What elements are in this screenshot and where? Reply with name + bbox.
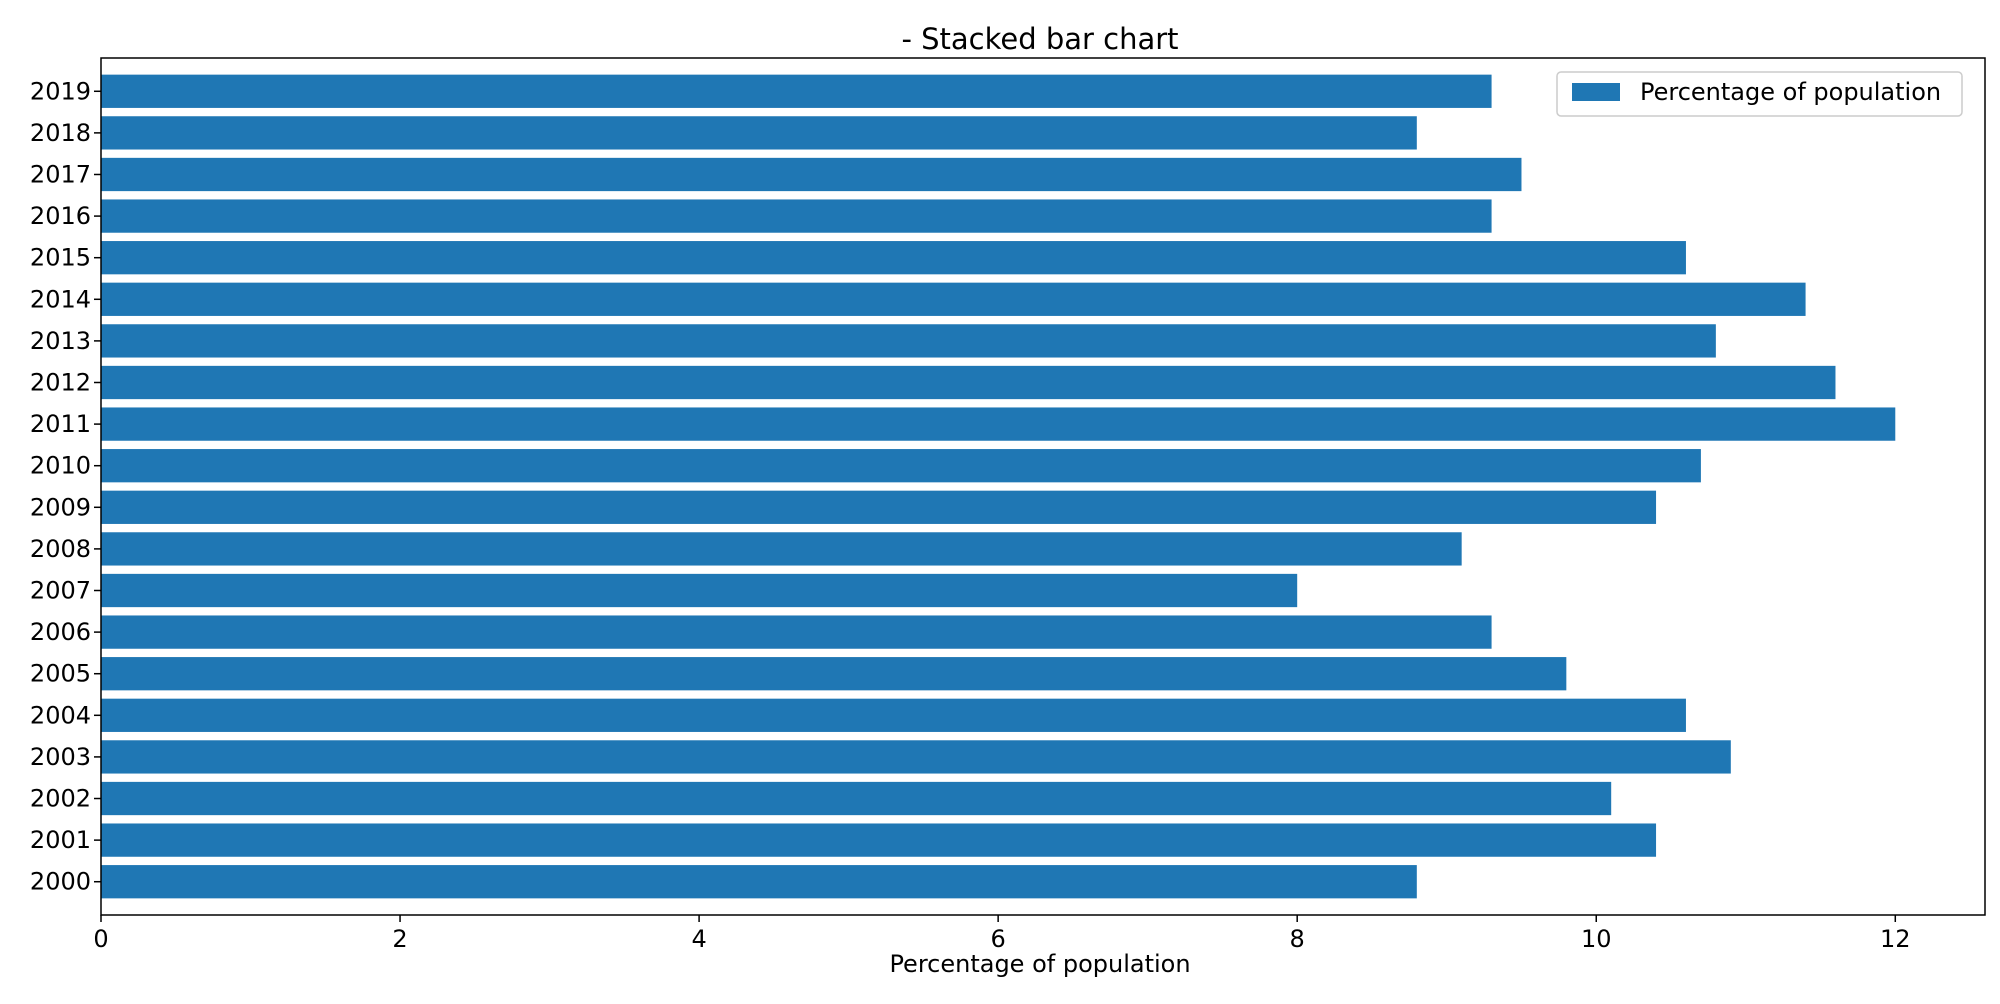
plot-frame xyxy=(100,57,1986,916)
y-tick-label: 2019 xyxy=(30,77,91,105)
bars-group xyxy=(101,74,1896,899)
y-tick-label: 2015 xyxy=(30,244,91,272)
bar-2015 xyxy=(101,241,1686,275)
y-tick-label: 2003 xyxy=(30,743,91,771)
bar-2007 xyxy=(101,573,1298,608)
y-tick-label: 2005 xyxy=(30,660,91,688)
y-tick-label: 2000 xyxy=(30,868,91,896)
y-tick-label: 2002 xyxy=(30,785,91,813)
y-tick-label: 2006 xyxy=(30,618,91,646)
x-axis-ticks: 0 2 4 6 8 10 12 xyxy=(93,915,1911,953)
bar-2008 xyxy=(101,532,1462,566)
legend-label: Percentage of population xyxy=(1640,78,1941,106)
bar-2001 xyxy=(101,823,1657,857)
bar-2011 xyxy=(101,407,1896,441)
legend-swatch xyxy=(1572,83,1620,101)
y-tick-label: 2004 xyxy=(30,701,91,729)
x-tick-label: 6 xyxy=(991,925,1006,953)
y-tick-label: 2010 xyxy=(30,452,91,480)
x-tick-label: 10 xyxy=(1581,925,1612,953)
x-tick-label: 12 xyxy=(1880,925,1911,953)
y-tick-label: 2009 xyxy=(30,493,91,521)
bar-2014 xyxy=(101,282,1806,316)
y-tick-label: 2014 xyxy=(30,285,91,313)
bar-2019 xyxy=(101,74,1492,108)
y-tick-label: 2007 xyxy=(30,577,91,605)
bar-2003 xyxy=(101,740,1731,774)
y-axis-ticks: 2000 2001 2002 2003 2004 2005 2006 2007 2008 2009… xyxy=(30,77,101,896)
bar-2005 xyxy=(101,657,1567,691)
bar-2017 xyxy=(101,157,1522,192)
y-tick-label: 2011 xyxy=(30,410,91,438)
legend-box xyxy=(1556,71,1963,117)
legend: Percentage of population xyxy=(1556,71,1963,117)
x-tick-label: 2 xyxy=(392,925,407,953)
bar-2016 xyxy=(101,199,1492,233)
y-tick-label: 2008 xyxy=(30,535,91,563)
bar-2006 xyxy=(101,615,1492,649)
chart-title: - Stacked bar chart xyxy=(901,22,1178,56)
x-tick-label: 8 xyxy=(1290,925,1305,953)
bar-2013 xyxy=(101,324,1716,358)
y-tick-label: 2018 xyxy=(30,119,91,147)
bar-2002 xyxy=(101,781,1612,816)
x-axis-label: Percentage of population xyxy=(889,950,1190,978)
y-tick-label: 2012 xyxy=(30,368,91,396)
bar-2000 xyxy=(101,865,1417,899)
y-tick-label: 2017 xyxy=(30,160,91,188)
bar-2018 xyxy=(101,116,1417,150)
y-tick-label: 2013 xyxy=(30,327,91,355)
y-tick-label: 2001 xyxy=(30,826,91,854)
x-tick-label: 4 xyxy=(691,925,706,953)
bar-2009 xyxy=(101,490,1657,524)
x-tick-label: 0 xyxy=(93,925,108,953)
bar-2010 xyxy=(101,449,1701,483)
bar-2012 xyxy=(101,365,1836,400)
bar-2004 xyxy=(101,698,1686,732)
y-tick-label: 2016 xyxy=(30,202,91,230)
